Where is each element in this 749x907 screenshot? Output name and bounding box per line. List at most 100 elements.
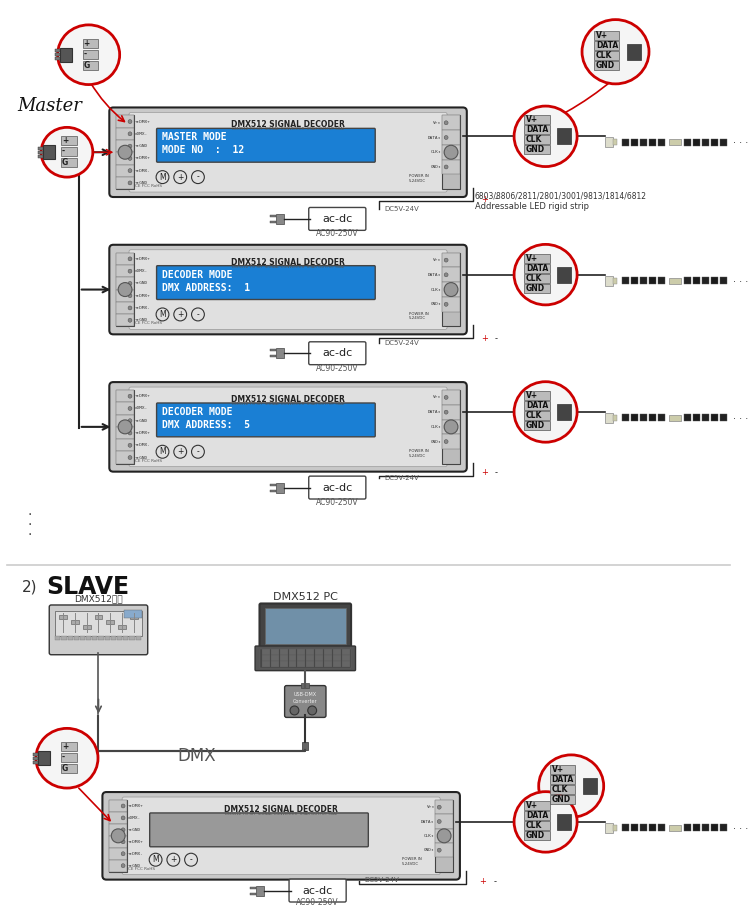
Bar [524, 254, 550, 263]
Bar [622, 414, 629, 422]
Bar [270, 215, 276, 217]
Bar [315, 649, 323, 655]
Bar [711, 824, 718, 832]
FancyBboxPatch shape [255, 646, 356, 670]
Bar [265, 608, 346, 644]
Circle shape [192, 308, 204, 321]
FancyBboxPatch shape [309, 342, 366, 365]
Text: GND: GND [595, 61, 615, 70]
Circle shape [444, 121, 448, 125]
Text: AC90-250V: AC90-250V [296, 898, 339, 907]
Bar [116, 265, 134, 278]
Text: DECODER MODE: DECODER MODE [162, 407, 232, 417]
Text: DATA: DATA [526, 401, 548, 410]
Bar [67, 636, 73, 640]
Text: DMX512 TO SPI  SIGNAL CONVERTER  (MAX OUTPUT 50A): DMX512 TO SPI SIGNAL CONVERTER (MAX OUTP… [232, 402, 345, 406]
Text: V+◂: V+◂ [426, 805, 434, 809]
Ellipse shape [514, 382, 577, 443]
Text: DMX512 SIGNAL DECODER: DMX512 SIGNAL DECODER [231, 258, 345, 267]
Bar [613, 140, 617, 145]
Bar [256, 885, 264, 895]
Text: -: - [495, 334, 498, 343]
Circle shape [174, 171, 187, 183]
Text: DATA◂: DATA◂ [428, 410, 441, 414]
Text: +▸GND: +▸GND [128, 828, 141, 832]
Circle shape [444, 151, 448, 154]
Bar [685, 139, 691, 146]
Text: DATA◂: DATA◂ [428, 135, 441, 140]
Bar [288, 649, 297, 655]
Bar [342, 649, 350, 655]
Bar [109, 836, 127, 848]
Bar [442, 405, 460, 420]
Text: ac-dc: ac-dc [303, 885, 333, 895]
Bar [333, 655, 341, 661]
Bar [649, 824, 656, 832]
Bar [669, 278, 681, 284]
Bar [557, 814, 571, 830]
Text: GND◂: GND◂ [431, 302, 441, 307]
Bar [38, 147, 43, 150]
Bar [116, 177, 134, 189]
Text: DC5V-24V: DC5V-24V [384, 340, 419, 346]
Bar [442, 282, 460, 297]
Circle shape [128, 444, 132, 447]
Text: G: G [84, 61, 90, 70]
Circle shape [444, 145, 458, 160]
Bar [557, 404, 571, 420]
Bar [442, 115, 460, 130]
Bar [435, 843, 453, 857]
Bar [711, 278, 718, 284]
Text: ·: · [28, 509, 31, 522]
Text: DMX512 TO SPI  SIGNAL CONVERTER  (MAX OUTPUT 50A): DMX512 TO SPI SIGNAL CONVERTER (MAX OUTP… [232, 265, 345, 268]
Bar [685, 278, 691, 284]
Bar [649, 139, 656, 146]
Bar [124, 610, 142, 618]
Circle shape [444, 273, 448, 277]
Bar [342, 655, 350, 661]
Text: DC5V-24V: DC5V-24V [384, 206, 419, 212]
Bar [550, 785, 575, 794]
Bar [34, 761, 38, 764]
Ellipse shape [514, 106, 577, 167]
FancyBboxPatch shape [435, 800, 453, 872]
Bar [442, 253, 460, 268]
Bar [442, 268, 460, 282]
Bar [262, 655, 270, 661]
FancyBboxPatch shape [109, 382, 467, 472]
Circle shape [128, 294, 132, 297]
Text: +▸DMX-: +▸DMX- [135, 169, 151, 172]
Text: ▸DMX-: ▸DMX- [135, 269, 148, 273]
Text: G: G [62, 765, 68, 773]
Bar [116, 253, 134, 265]
FancyBboxPatch shape [109, 245, 467, 335]
Bar [524, 801, 550, 810]
Circle shape [121, 816, 125, 820]
FancyBboxPatch shape [309, 208, 366, 230]
Circle shape [118, 145, 132, 160]
Text: -: - [494, 877, 497, 886]
Text: DC5V-24V: DC5V-24V [384, 474, 419, 481]
Circle shape [174, 308, 187, 321]
Ellipse shape [539, 755, 604, 817]
Circle shape [118, 420, 132, 434]
Bar [711, 414, 718, 422]
FancyBboxPatch shape [309, 476, 366, 499]
Bar [524, 831, 550, 840]
Text: +▸DMX+: +▸DMX+ [128, 804, 144, 808]
Text: DMX512 TO SPI  SIGNAL CONVERTER  (MAX OUTPUT 50A): DMX512 TO SPI SIGNAL CONVERTER (MAX OUTP… [232, 127, 345, 132]
Bar [649, 278, 656, 284]
Bar [118, 625, 126, 629]
Bar [116, 452, 134, 463]
Circle shape [444, 424, 448, 429]
Bar [524, 145, 550, 154]
Text: -: - [495, 194, 498, 203]
Bar [271, 661, 279, 668]
Text: DATA: DATA [551, 775, 574, 785]
Bar [720, 414, 727, 422]
Bar [55, 636, 61, 640]
Text: DMX ADDRESS:  5: DMX ADDRESS: 5 [162, 420, 249, 430]
Bar [136, 636, 141, 640]
Text: -: - [495, 468, 498, 477]
Bar [442, 420, 460, 434]
